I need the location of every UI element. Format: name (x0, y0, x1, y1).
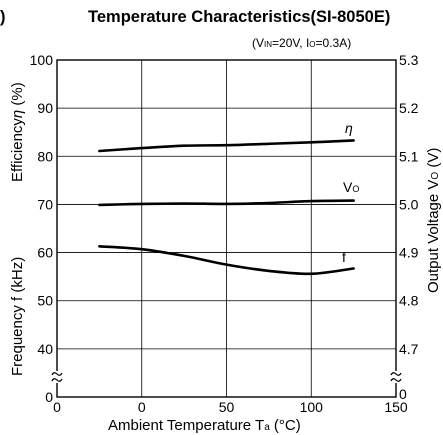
series (98, 139, 355, 276)
y-left-tick-label: 100 (30, 52, 54, 68)
series-label-eta: η (345, 120, 353, 136)
y-left-tick-label: 60 (37, 245, 53, 261)
x-tick-label: 150 (384, 399, 408, 415)
series-label-f: f (342, 249, 346, 265)
y-left-tick-label: 0 (45, 389, 53, 405)
y-right-tick-label: 4.8 (399, 293, 419, 309)
y-right-tick-label: 4.9 (399, 245, 419, 261)
y-left-tick-label: 70 (37, 196, 53, 212)
x-tick-label: 50 (219, 399, 235, 415)
x-tick-label: 100 (300, 399, 324, 415)
axis-break-left (51, 371, 63, 383)
y-right-tick-label: 4.7 (399, 341, 419, 357)
y-axis-label-right: Output Voltage VO (V) (425, 148, 442, 293)
tick-labels: 0 0 50 100 15010090807060504005.35.25.15.04.… (30, 52, 419, 415)
axis-break-right (390, 371, 402, 383)
series-label-vo: VO (343, 179, 359, 195)
y-right-tick-label: 5.0 (399, 196, 419, 212)
y-axis-label-left-bottom: Frequency f (kHz) (9, 257, 26, 376)
y-left-tick-label: 90 (37, 100, 53, 116)
y-left-tick-label: 40 (37, 341, 53, 357)
y-right-tick-label: 0 (399, 386, 407, 402)
plot-frame (56, 59, 397, 398)
y-right-tick-label: 5.3 (399, 52, 419, 68)
conditions-text: (VIN=20V, IO=0.3A) (252, 36, 351, 50)
x-axis-label: Ambient Temperature Ta (°C) (108, 417, 301, 434)
series-line-eta (98, 139, 355, 153)
chart-title: Temperature Characteristics(SI-8050E) (88, 8, 390, 26)
y-right-tick-label: 5.1 (399, 148, 419, 164)
series-line-f (98, 245, 355, 276)
y-left-tick-label: 50 (37, 293, 53, 309)
grid (57, 60, 396, 397)
x-tick-label: 0 (53, 399, 61, 415)
y-right-tick-label: 5.2 (399, 100, 419, 116)
x-tick-label: 0 (138, 399, 146, 415)
series-line-vo (98, 199, 355, 207)
title-prefix: ) (0, 8, 6, 26)
y-left-tick-label: 80 (37, 148, 53, 164)
y-axis-label-left-top: Efficiencyη (%) (9, 82, 26, 182)
